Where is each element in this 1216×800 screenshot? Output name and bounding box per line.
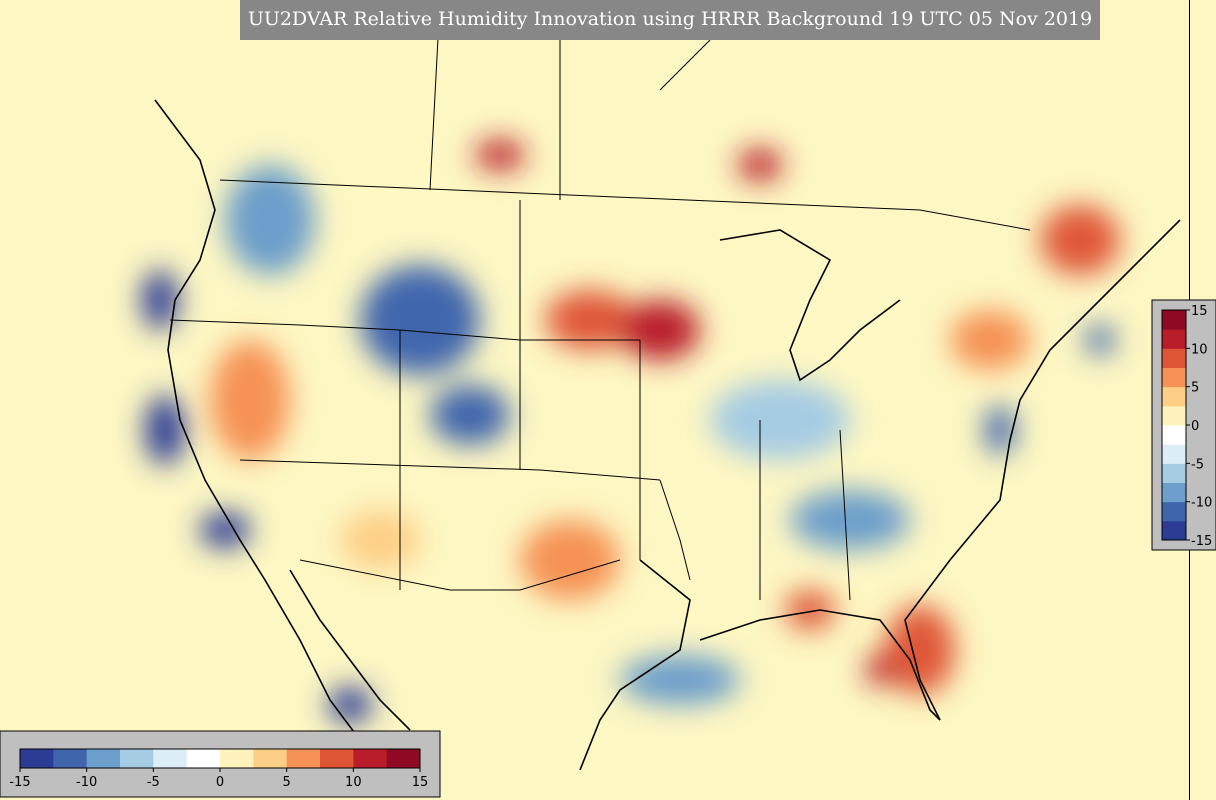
tick-label: 5 xyxy=(1191,381,1199,396)
colorbar-segment xyxy=(1162,310,1186,330)
colorbar-segment xyxy=(1162,367,1186,388)
colorbar-segment xyxy=(53,749,88,768)
tick-label: 0 xyxy=(1191,419,1199,434)
boundaries xyxy=(154,0,1181,791)
tick-label: 10 xyxy=(1191,342,1208,357)
colorbar-segment xyxy=(353,749,388,768)
colorbar-segment xyxy=(186,749,221,768)
colorbar-horizontal: -15 -10 -5 0 5 10 15 xyxy=(9,748,429,790)
tick-label: 15 xyxy=(1191,304,1208,319)
humidity-field xyxy=(142,140,1120,723)
colorbar-segment xyxy=(1162,329,1186,349)
colorbar-segment xyxy=(86,749,121,768)
colorbar-segment xyxy=(1162,501,1186,522)
colorbar-segment xyxy=(1162,463,1186,483)
colorbar-segment xyxy=(1162,405,1186,426)
title-box xyxy=(240,0,1100,40)
colorbar-segment xyxy=(1162,520,1186,541)
colorbar-segment xyxy=(320,749,354,768)
tick-label: 10 xyxy=(345,775,362,790)
colorbar-segment xyxy=(1162,444,1186,464)
colorbar-segment xyxy=(1162,425,1186,445)
colorbar-vertical: -15 -10 -5 0 5 10 15 xyxy=(1161,304,1212,549)
colorbar-segment xyxy=(220,749,254,768)
colorbar-segment xyxy=(1162,482,1186,503)
colorbar-segment xyxy=(386,749,421,768)
tick-label: 15 xyxy=(412,775,429,790)
tick-label: -5 xyxy=(1191,457,1204,472)
colorbar-segment xyxy=(1162,386,1186,407)
colorbar-segment xyxy=(1162,348,1186,368)
colorbar-segment xyxy=(120,749,154,768)
colorbar-segment xyxy=(20,749,54,768)
title: UU2DVAR Relative Humidity Innovation usi… xyxy=(248,8,1092,30)
tick-label: -10 xyxy=(76,775,97,790)
colorbar-segment xyxy=(286,749,321,768)
tick-label: -15 xyxy=(1191,534,1212,549)
tick-label: -5 xyxy=(147,775,160,790)
colorbar-segment xyxy=(253,749,288,768)
colorbar-segment xyxy=(153,749,188,768)
tick-label: -10 xyxy=(1191,496,1212,511)
tick-label: 0 xyxy=(216,775,224,790)
tick-label: 5 xyxy=(283,775,291,790)
tick-label: -15 xyxy=(9,775,30,790)
